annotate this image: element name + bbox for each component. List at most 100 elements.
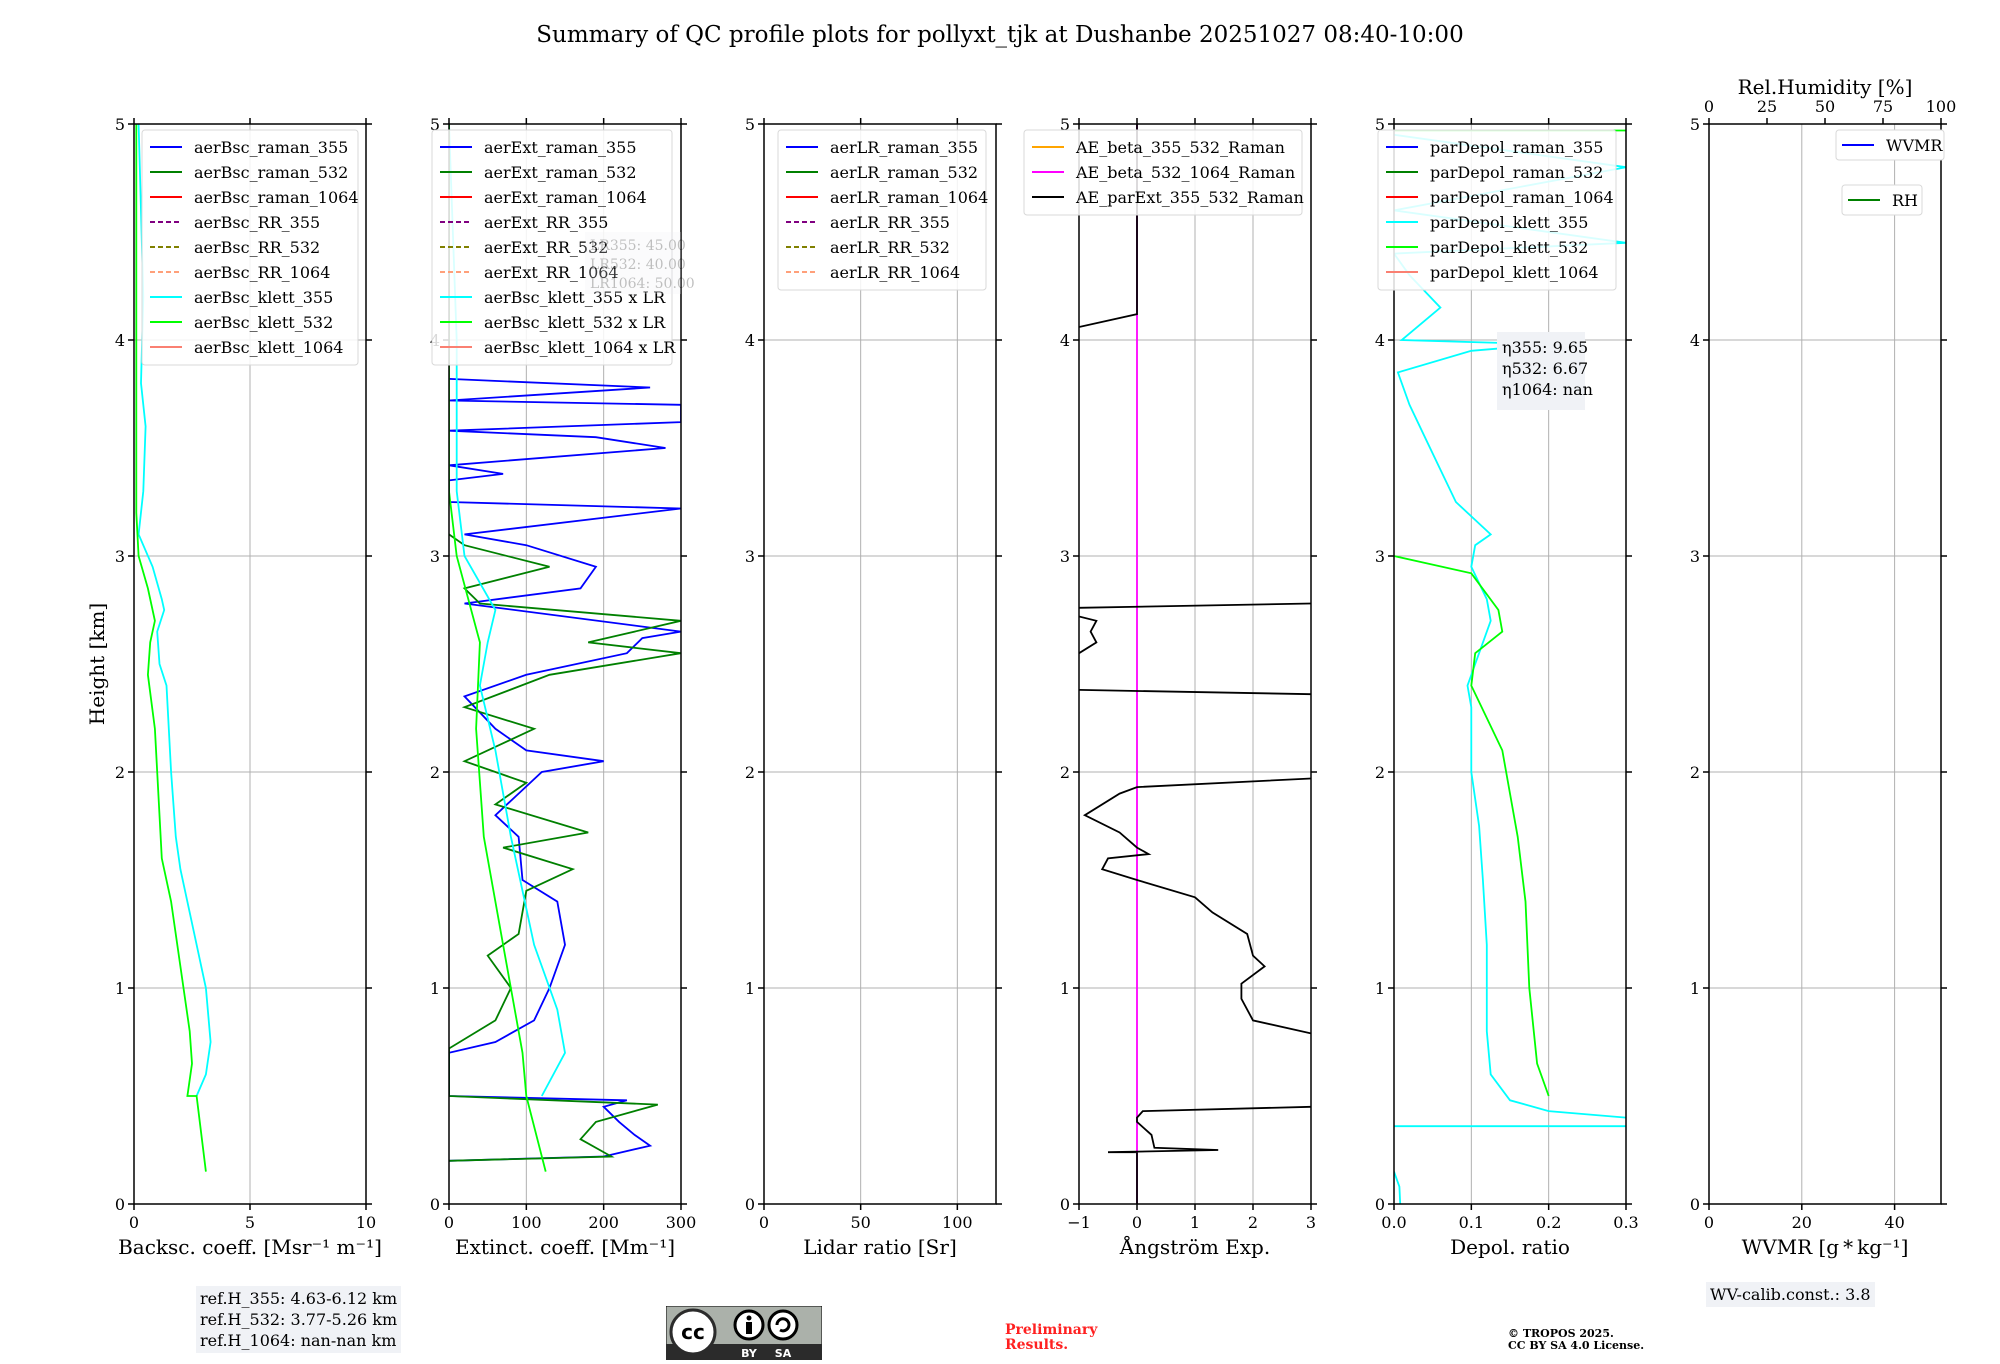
legend-label: aerBsc_raman_1064 xyxy=(194,188,359,207)
legend-label: aerExt_raman_1064 xyxy=(484,188,647,207)
legend-box xyxy=(1023,129,1303,216)
x-tick-label: 0 xyxy=(1132,1213,1142,1232)
copyright-line-1: © TROPOS 2025. xyxy=(1508,1327,1614,1340)
legend-label: aerExt_RR_532 xyxy=(484,238,608,257)
preliminary-results-note: Preliminary Results. xyxy=(1005,1323,1097,1353)
legend-label: parDepol_klett_1064 xyxy=(1430,263,1599,282)
y-tick-label: 1 xyxy=(745,979,755,998)
x-axis-label: Extinct. coeff. [Mm⁻¹] xyxy=(455,1235,675,1259)
y-tick-label: 0 xyxy=(115,1195,125,1214)
x-tick-label: 0.2 xyxy=(1536,1213,1561,1232)
x-tick-label: 0 xyxy=(129,1213,139,1232)
copyright-line-2: CC BY SA 4.0 License. xyxy=(1508,1339,1645,1352)
y-tick-label: 4 xyxy=(1375,331,1385,350)
y-tick-label: 1 xyxy=(430,979,440,998)
x-tick-label: 1 xyxy=(1190,1213,1200,1232)
y-tick-label: 0 xyxy=(1060,1195,1070,1214)
x-axis-label: Depol. ratio xyxy=(1450,1235,1570,1259)
legend-label: aerBsc_klett_532 x LR xyxy=(484,313,666,332)
y-tick-label: 3 xyxy=(115,547,125,566)
axes-frame xyxy=(448,123,682,1205)
x-tick-label: 0.1 xyxy=(1459,1213,1484,1232)
legend-label: parDepol_klett_532 xyxy=(1430,238,1588,257)
y-tick-label: 3 xyxy=(1690,547,1700,566)
x-tick-label: 50 xyxy=(850,1213,870,1232)
y-tick-label: 4 xyxy=(745,331,755,350)
x-axis-label: Backsc. coeff. [Msr⁻¹ m⁻¹] xyxy=(118,1235,382,1259)
series-line-aerBsc_klett_355 x LR xyxy=(449,124,566,1097)
y-tick-label: 2 xyxy=(1690,763,1700,782)
series-line-aerExt_raman_355 xyxy=(449,378,681,1162)
legend-rh: RH xyxy=(1841,184,1923,216)
legend-label: aerBsc_RR_355 xyxy=(194,213,320,232)
series-line-aerBsc_klett_532 xyxy=(135,124,207,1172)
ref-height-355: ref.H_355: 4.63-6.12 km xyxy=(200,1289,398,1308)
eta-value: η1064: nan xyxy=(1502,380,1593,399)
series-line-AE_parExt_355_532_Raman_b xyxy=(1082,777,1311,1035)
top-x-axis-label: Rel.Humidity [%] xyxy=(1738,75,1913,99)
lidar-ratio-box: LR355: 45.00 LR532: 40.00 LR1064: 50.00 xyxy=(585,232,695,294)
legend-label: aerBsc_raman_532 xyxy=(194,163,348,182)
ref-height-1064: ref.H_1064: nan-nan km xyxy=(200,1331,397,1350)
legend-label: aerBsc_RR_532 xyxy=(194,238,320,257)
top-x-tick-label: 75 xyxy=(1873,97,1893,116)
legend-label: aerBsc_klett_532 xyxy=(194,313,333,332)
y-tick-label: 0 xyxy=(745,1195,755,1214)
panel-wv: 0 20 40 0 1 2 3 4 5 WVMR [g * kg⁻¹] 0 25 50 75 100 Rel.… xyxy=(1690,75,1956,1259)
legend-label: parDepol_raman_532 xyxy=(1430,163,1603,182)
y-tick-label: 3 xyxy=(745,547,755,566)
x-tick-label: 0 xyxy=(444,1213,454,1232)
legend-box xyxy=(1835,129,1945,161)
x-tick-label: 200 xyxy=(588,1213,619,1232)
wv-calibration-box: WV-calib.const.: 3.8 xyxy=(1706,1282,1875,1307)
x-tick-label: 0 xyxy=(759,1213,769,1232)
y-tick-label: 5 xyxy=(1690,115,1700,134)
copyright-note: © TROPOS 2025. CC BY SA 4.0 License. xyxy=(1508,1328,1644,1352)
sa-text: SA xyxy=(775,1347,792,1360)
x-tick-label: 5 xyxy=(245,1213,255,1232)
legend-label: AE_beta_532_1064_Raman xyxy=(1075,163,1295,182)
legend-label: aerLR_raman_1064 xyxy=(830,188,988,207)
cc-license-icon: cc BY SA xyxy=(665,1305,823,1361)
x-tick-label: 0 xyxy=(1704,1213,1714,1232)
legend-label: parDepol_raman_1064 xyxy=(1430,188,1614,207)
x-axis-label: WVMR [g * kg⁻¹] xyxy=(1742,1235,1909,1259)
top-x-tick-label: 25 xyxy=(1757,97,1777,116)
axes-frame xyxy=(1708,123,1942,1205)
legend-lr: aerLR_raman_355 aerLR_raman_532 aerLR_rama… xyxy=(777,129,988,291)
legend-wvmr: WVMR xyxy=(1835,129,1945,161)
x-tick-label: 100 xyxy=(942,1213,973,1232)
y-tick-label: 4 xyxy=(115,331,125,350)
legend-label: aerLR_RR_355 xyxy=(830,213,950,232)
eta-calibration-box: η355: 9.65 η532: 6.67 η1064: nan xyxy=(1497,332,1593,410)
legend-box xyxy=(431,129,673,366)
x-tick-label: 300 xyxy=(666,1213,697,1232)
legend-box xyxy=(777,129,987,291)
y-tick-label: 5 xyxy=(1375,115,1385,134)
ref-height-532: ref.H_532: 3.77-5.26 km xyxy=(200,1310,398,1329)
legend-ae: AE_beta_355_532_Raman AE_beta_532_1064_Ra… xyxy=(1023,129,1304,216)
legend-label: aerBsc_RR_1064 xyxy=(194,263,330,282)
axes-frame xyxy=(763,123,997,1205)
y-tick-label: 1 xyxy=(1690,979,1700,998)
legend-label: aerBsc_klett_355 xyxy=(194,288,333,307)
legend-label: aerLR_RR_532 xyxy=(830,238,950,257)
x-tick-label: 40 xyxy=(1884,1213,1904,1232)
lr-value: LR532: 40.00 xyxy=(590,257,686,273)
cc-by-sa-badge: cc BY SA xyxy=(665,1305,823,1361)
y-tick-label: 5 xyxy=(745,115,755,134)
y-tick-label: 3 xyxy=(1375,547,1385,566)
legend-label: parDepol_raman_355 xyxy=(1430,138,1603,157)
x-tick-label: 0.3 xyxy=(1613,1213,1638,1232)
eta-value: η532: 6.67 xyxy=(1502,359,1588,378)
series-line-aerExt_raman_532 xyxy=(449,533,681,1162)
eta-box-bg xyxy=(1497,332,1585,410)
legend-box xyxy=(1841,184,1923,216)
series-line-aerBsc_klett_532 x LR xyxy=(449,124,547,1172)
legend-ext: aerExt_raman_355 aerExt_raman_532 aerExt_r… xyxy=(431,129,676,366)
series-line-aerBsc_klett_355 xyxy=(137,124,212,1097)
x-axis-label: Ångström Exp. xyxy=(1119,1234,1270,1259)
panel-ext: 0100200300012345Extinct. coeff. [Mm⁻¹]ae… xyxy=(430,115,696,1259)
